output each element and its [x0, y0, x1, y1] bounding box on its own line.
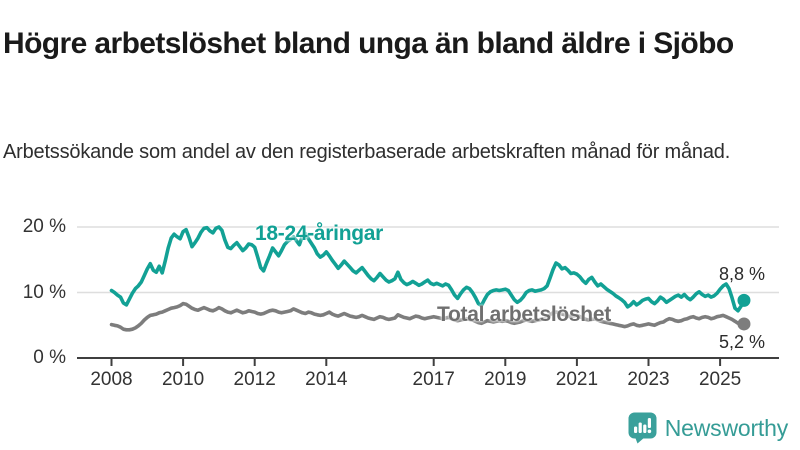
x-tick-label: 2023 — [627, 369, 670, 390]
end-value-total: 5,2 % — [719, 332, 766, 352]
series-label-total: Total arbetslöshet — [437, 303, 611, 326]
series-label-youth: 18-24-åringar — [255, 222, 383, 245]
series-line — [109, 225, 746, 313]
x-tick-label: 2019 — [484, 369, 527, 390]
y-tick-label: 20 % — [22, 216, 66, 237]
y-tick-label: 10 % — [22, 281, 66, 303]
logo-text: Newsworthy — [664, 414, 788, 441]
x-tick-label: 2010 — [161, 369, 205, 390]
x-axis-ticks — [110, 358, 722, 366]
x-tick-label: 2021 — [555, 369, 599, 390]
x-tick-label: 2017 — [412, 369, 455, 390]
x-tick-label: 2025 — [698, 369, 742, 390]
bar-chart-speech-bubble-icon — [628, 412, 657, 444]
series-lines — [109, 225, 751, 332]
gridlines — [77, 226, 779, 359]
x-tick-label: 2014 — [305, 369, 348, 390]
x-tick-label: 2012 — [233, 369, 276, 390]
series-end-dot — [737, 293, 751, 307]
end-value-youth: 8,8 % — [719, 264, 766, 284]
page-title: Högre arbetslöshet bland unga än bland ä… — [3, 27, 734, 61]
y-tick-label: 0 % — [33, 347, 66, 368]
chart-subtitle: Arbetssökande som andel av den registerb… — [3, 141, 731, 163]
series-line — [109, 301, 746, 332]
series-end-dot — [737, 317, 751, 331]
x-tick-label: 2008 — [90, 369, 133, 390]
newsworthy-logo: Newsworthy — [628, 412, 788, 444]
